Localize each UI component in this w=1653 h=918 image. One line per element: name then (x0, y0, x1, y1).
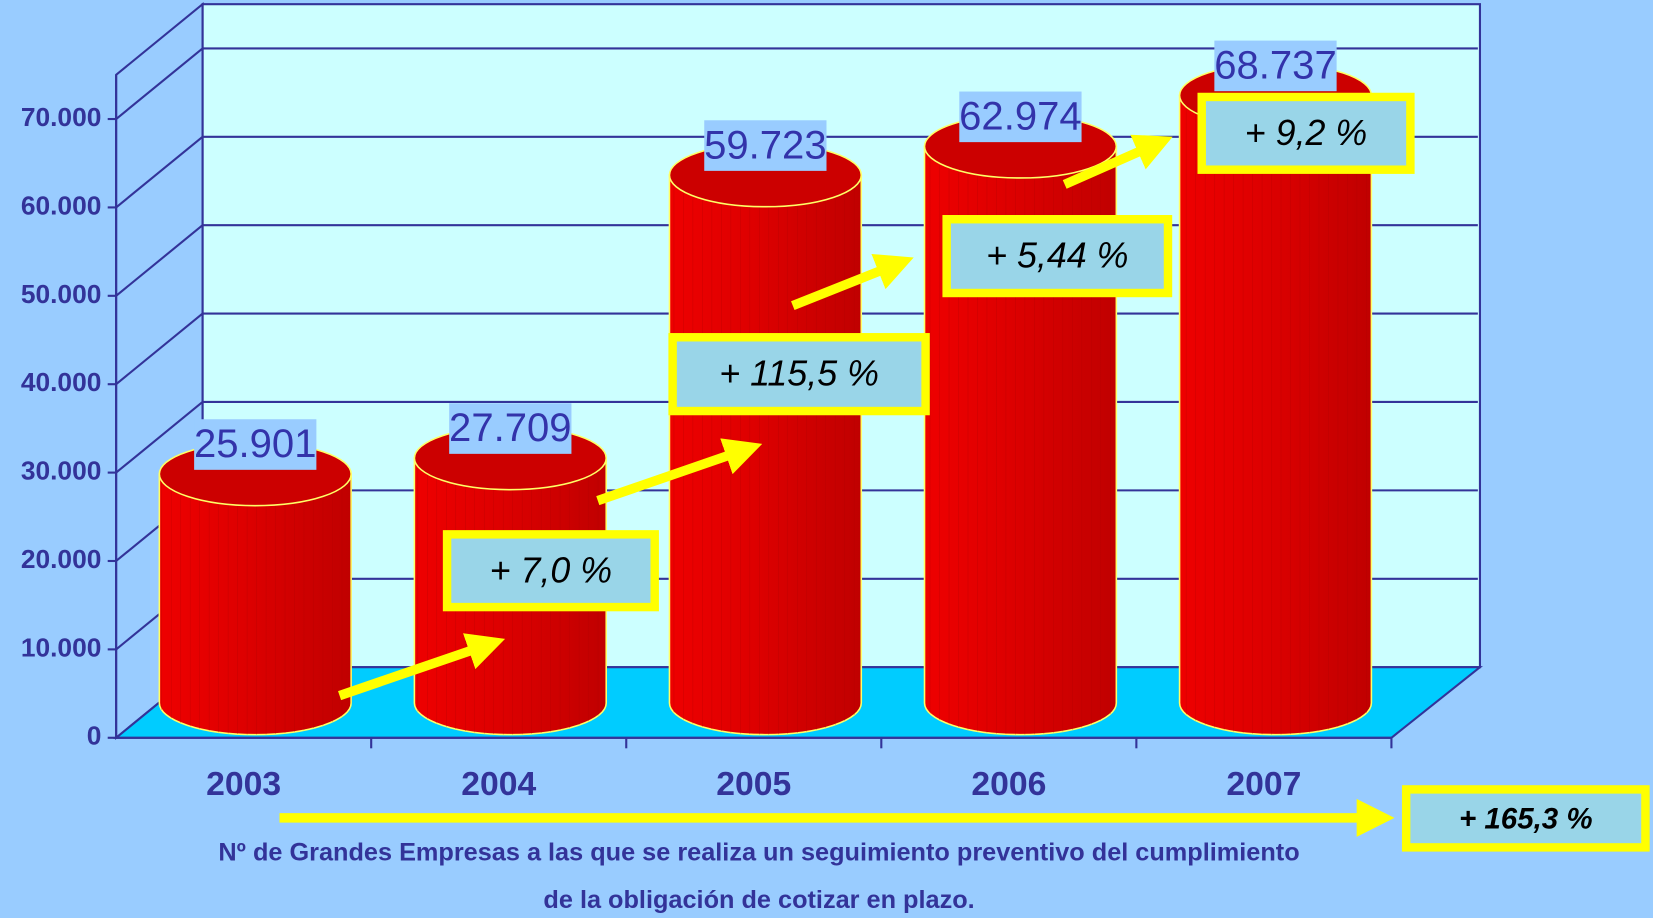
value-label: 62.974 (959, 95, 1082, 139)
arrows (279, 134, 1395, 837)
bar-stripes (1179, 95, 1372, 735)
annotation: + 165,3 % (1459, 802, 1593, 835)
value-label-bg (194, 419, 317, 470)
annotation: + 5,44 % (986, 236, 1128, 276)
cylinder: 68.737 (1178, 40, 1373, 736)
grid-line (115, 47, 204, 120)
value-label: 68.737 (1214, 44, 1337, 88)
arrow (338, 633, 506, 701)
bar-stripes (669, 175, 862, 735)
y-tick-label: 10.000 (21, 632, 102, 662)
grid-line (115, 224, 204, 297)
x-tick-label: 2006 (971, 765, 1046, 803)
grid-line (115, 312, 204, 386)
annotation: + 9,2 % (1245, 113, 1368, 153)
caption: de la obligación de cotizar en plazo. (543, 886, 974, 914)
y-tick-label: 40.000 (21, 367, 102, 397)
arrow (791, 253, 914, 311)
y-tick-label: 60.000 (21, 190, 102, 220)
value-label-bg (449, 403, 572, 454)
y-tick-label: 50.000 (21, 279, 102, 309)
grid-line (115, 401, 204, 474)
annotation-box (1401, 785, 1650, 852)
cylinder: 25.901 (158, 419, 352, 736)
annotation-box (1197, 92, 1415, 174)
x-tick-label: 2004 (461, 765, 536, 803)
value-label-bg (959, 91, 1082, 143)
y-tick-label: 0 (87, 721, 102, 751)
value-label-bg (704, 120, 827, 171)
annotation-box (442, 530, 659, 612)
y-tick-label: 20.000 (21, 544, 102, 574)
caption: Nº de Grandes Empresas a las que se real… (218, 838, 1299, 866)
arrow (596, 438, 763, 506)
y-tick-label: 70.000 (21, 102, 102, 132)
annotations: + 7,0 % + 115,5 % + 5,44 % + 9,2 % + 165,3 % (442, 92, 1650, 852)
annotation: + 7,0 % (490, 550, 612, 590)
value-label-bg (1214, 40, 1337, 92)
value-label: 27.709 (449, 406, 572, 450)
x-tick-label: 2005 (716, 765, 791, 803)
bars: 25.901 27.709 59.723 62.974 68.737 (158, 40, 1373, 736)
x-tick-label: 2007 (1226, 765, 1301, 803)
annotation-box (942, 215, 1173, 298)
value-label: 25.901 (194, 422, 317, 466)
cylinder: 59.723 (668, 120, 863, 736)
cylinder: 62.974 (923, 91, 1118, 736)
value-label: 59.723 (704, 123, 827, 167)
x-tick-label: 2003 (206, 765, 281, 803)
y-tick-label: 30.000 (21, 456, 102, 486)
grid-line (115, 135, 204, 209)
annotation: + 115,5 % (719, 354, 879, 394)
arrow (1062, 134, 1173, 189)
annotation-box (668, 333, 930, 416)
bar-stripes (159, 474, 352, 735)
